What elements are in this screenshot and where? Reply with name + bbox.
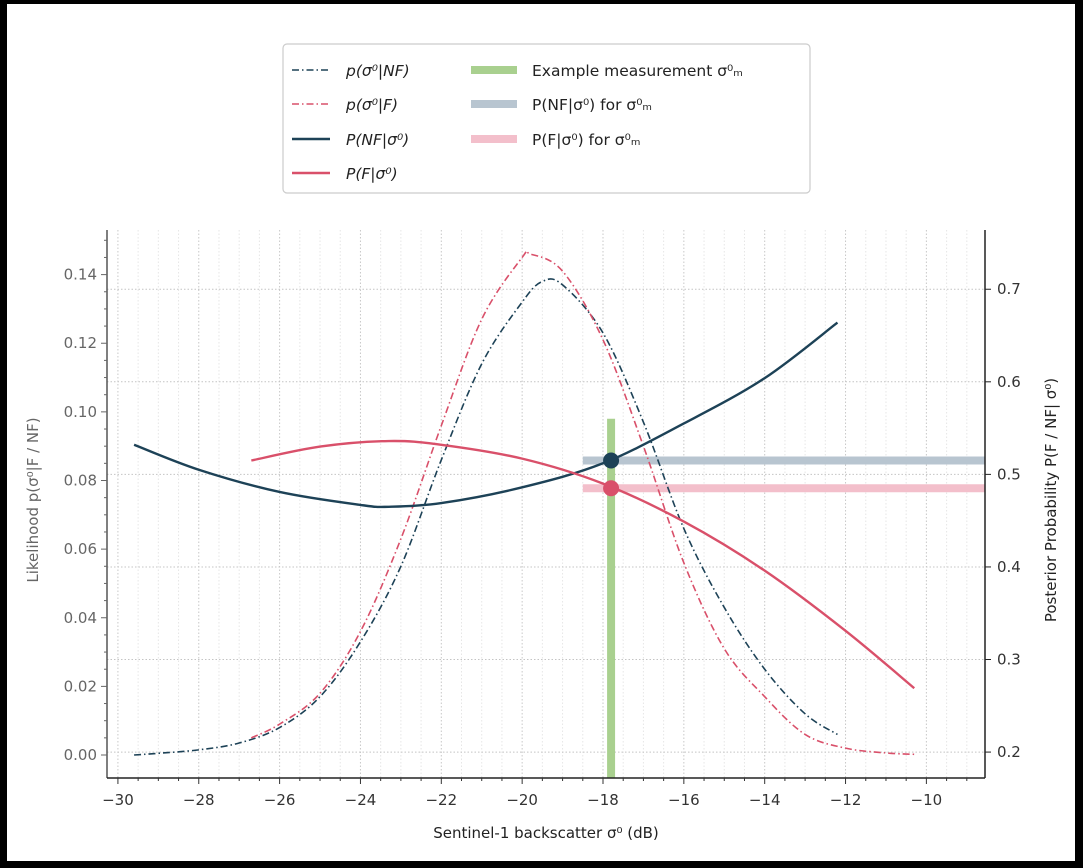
grid bbox=[107, 230, 985, 778]
nf-posterior-line bbox=[133, 321, 839, 509]
y-left-tick-label: 0.02 bbox=[64, 677, 97, 695]
f-posterior-line bbox=[251, 439, 916, 690]
plot-marks bbox=[133, 250, 985, 778]
legend-label-measurement: Example measurement σ⁰ₘ bbox=[532, 62, 743, 80]
posterior-likelihood-chart: −30 −28 −26 −24 −22 −20 −18 −16 −14 −12 −10 0.00 0.0… bbox=[24, 43, 1060, 842]
x-tick-label: −12 bbox=[830, 791, 862, 809]
y-left-tick-label: 0.12 bbox=[64, 334, 97, 352]
x-tick-label: −16 bbox=[668, 791, 700, 809]
x-tick-label: −20 bbox=[506, 791, 538, 809]
x-tick-label: −22 bbox=[425, 791, 457, 809]
legend-label-f-likelihood: p(σ⁰|F) bbox=[345, 96, 398, 114]
x-tick-label: −28 bbox=[183, 791, 215, 809]
y-left-tick-label: 0.08 bbox=[64, 471, 97, 489]
y-right-tick-label: 0.6 bbox=[997, 373, 1021, 391]
legend-label-nf-likelihood: p(σ⁰|NF) bbox=[345, 62, 410, 80]
legend-label-nf-posterior: P(NF|σ⁰) bbox=[346, 131, 409, 149]
legend: p(σ⁰|NF) p(σ⁰|F) P(NF|σ⁰) P(F|σ⁰) Exampl… bbox=[282, 43, 811, 194]
x-tick-label: −30 bbox=[102, 791, 134, 809]
legend-label-f-posterior: P(F|σ⁰) bbox=[346, 165, 398, 183]
figure-frame: −30 −28 −26 −24 −22 −20 −18 −16 −14 −12 −10 0.00 0.0… bbox=[7, 4, 1075, 861]
x-tick-label: −26 bbox=[264, 791, 296, 809]
x-tick-label: −18 bbox=[587, 791, 619, 809]
y-axis-label-right: Posterior Probability P(F / NF| σ⁰) bbox=[1042, 378, 1060, 622]
y-right-tick-label: 0.5 bbox=[997, 465, 1021, 483]
y-right-tick-label: 0.7 bbox=[997, 280, 1021, 298]
y-axis-label-left: Likelihood p(σ⁰|F / NF) bbox=[24, 417, 42, 582]
x-tick-label: −14 bbox=[749, 791, 781, 809]
x-tick-label: −10 bbox=[911, 791, 943, 809]
x-axis-label: Sentinel-1 backscatter σ⁰ (dB) bbox=[433, 824, 659, 842]
y-left-tick-label: 0.04 bbox=[64, 609, 97, 627]
y-left-tick-label: 0.10 bbox=[64, 403, 97, 421]
y-right-tick-label: 0.3 bbox=[997, 651, 1021, 669]
nf-likelihood-line bbox=[134, 278, 838, 756]
nf-posterior-marker bbox=[603, 452, 620, 469]
legend-label-f-bar: P(F|σ⁰) for σ⁰ₘ bbox=[532, 131, 640, 149]
x-tick-label: −24 bbox=[345, 791, 377, 809]
y-left-tick-label: 0.14 bbox=[64, 266, 97, 284]
y-right-tick-label: 0.4 bbox=[997, 558, 1021, 576]
legend-box bbox=[282, 43, 811, 194]
y-right-tick-label: 0.2 bbox=[997, 743, 1021, 761]
f-posterior-marker bbox=[603, 480, 620, 497]
y-left-tick-label: 0.06 bbox=[64, 540, 97, 558]
y-left-tick-label: 0.00 bbox=[64, 746, 97, 764]
legend-label-nf-bar: P(NF|σ⁰) for σ⁰ₘ bbox=[532, 96, 652, 114]
axes: −30 −28 −26 −24 −22 −20 −18 −16 −14 −12 −10 0.00 0.0… bbox=[64, 230, 1021, 809]
